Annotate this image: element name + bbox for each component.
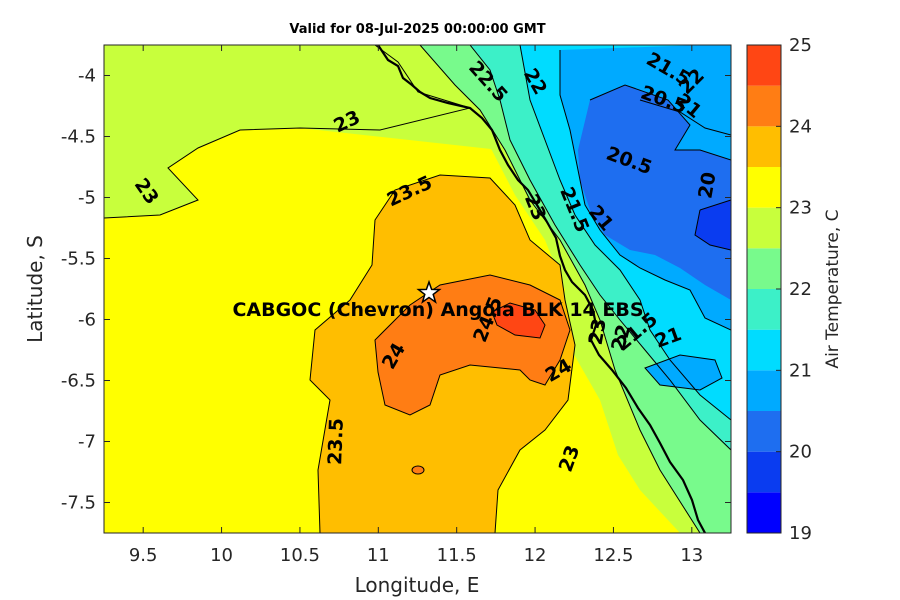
map-plot-area [104, 45, 731, 533]
band-22-5-northwest [104, 45, 500, 218]
colorbar-swatch [747, 167, 781, 208]
y-tick-label: -4.5 [61, 127, 96, 148]
y-tick-label: -7 [78, 432, 96, 453]
y-tick-label: -6 [78, 310, 96, 331]
y-axis-label: Latitude, S [23, 235, 47, 343]
contour-lines [104, 45, 731, 533]
colorbar-swatch [747, 45, 781, 86]
colorbar-tick-label: 25 [789, 35, 812, 56]
x-tick-label: 11.5 [437, 545, 477, 566]
y-tick-label: -4 [78, 66, 96, 87]
colorbar-swatch [747, 126, 781, 167]
colorbar-tick-label: 21 [789, 360, 812, 381]
band-20-0 [578, 85, 731, 300]
band-19-5 [695, 200, 731, 250]
colorbar-tick-label: 24 [789, 116, 812, 137]
colorbar-swatch [747, 451, 781, 493]
colorbar-swatch [747, 370, 781, 411]
x-axis-label: Longitude, E [355, 573, 480, 597]
colorbar: 19 20 21 22 23 24 25 [746, 35, 812, 544]
contour-label: 23 [585, 317, 611, 347]
y-tick-label: -7.5 [61, 493, 96, 514]
x-tick-label: 12.5 [593, 545, 633, 566]
y-tick-label: -6.5 [61, 371, 96, 392]
contour-label: 20 [694, 170, 720, 200]
plot-frame [103, 44, 732, 534]
colorbar-tick-label: 23 [789, 198, 812, 219]
x-tick-label: 12 [524, 545, 547, 566]
colorbar-swatch [747, 85, 781, 127]
x-tick-label: 10 [210, 545, 233, 566]
colorbar-swatch [747, 289, 781, 330]
colorbar-tick-label: 19 [789, 523, 812, 544]
x-tick-label: 9.5 [129, 545, 158, 566]
site-marker: CABGOC (Chevron) Angola BLK 14 EBS [232, 279, 644, 321]
warm-spot [411, 465, 425, 475]
y-axis: -4 -4.5 -5 -5.5 -6 -6.5 -7 -7.5 [61, 66, 731, 514]
map-title: Valid for 08-Jul-2025 00:00:00 GMT [289, 22, 546, 37]
colorbar-swatch [747, 329, 781, 371]
x-tick-label: 13 [680, 545, 703, 566]
star-marker [416, 279, 442, 304]
coastline [377, 45, 706, 533]
band-20-5-pocket [645, 355, 722, 390]
x-tick-label: 11 [367, 545, 390, 566]
colorbar-swatch [747, 248, 781, 289]
x-tick-label: 10.5 [280, 545, 320, 566]
site-label: CABGOC (Chevron) Angola BLK 14 EBS [232, 299, 643, 321]
colorbar-tick-label: 20 [789, 442, 812, 463]
contour-label: 23.5 [324, 418, 348, 466]
colorbar-swatch [747, 411, 781, 452]
x-axis: 9.5 10 10.5 11 11.5 12 12.5 13 [129, 45, 703, 566]
y-tick-label: -5.5 [61, 249, 96, 270]
colorbar-label: Air Temperature, C [823, 209, 843, 368]
colorbar-swatch [747, 492, 781, 533]
colorbar-swatch [747, 207, 781, 249]
y-tick-label: -5 [78, 188, 96, 209]
colorbar-tick-label: 22 [789, 279, 812, 300]
